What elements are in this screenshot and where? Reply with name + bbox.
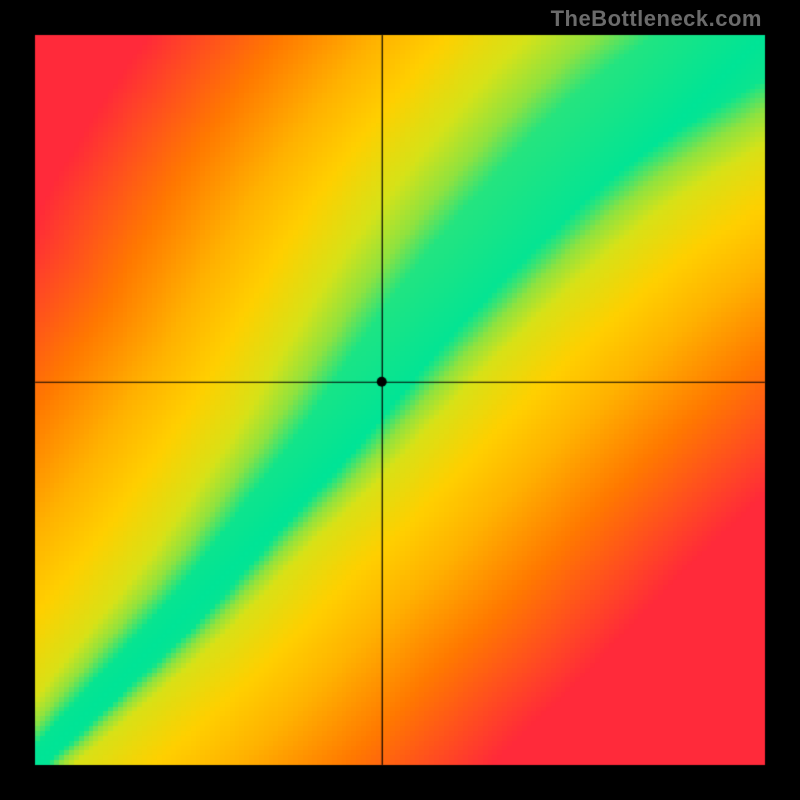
watermark-label: TheBottleneck.com bbox=[551, 6, 762, 32]
overlay-canvas bbox=[0, 0, 800, 800]
chart-container: TheBottleneck.com bbox=[0, 0, 800, 800]
